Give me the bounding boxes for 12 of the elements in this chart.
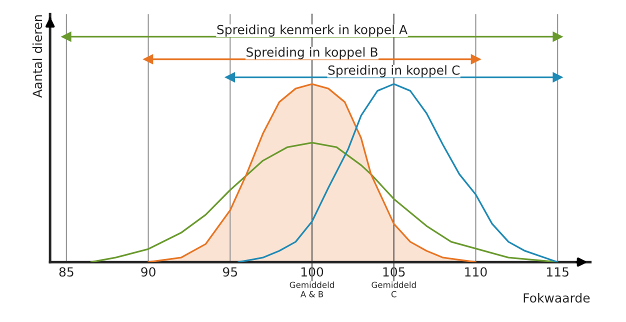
x-tick-label: 85 bbox=[59, 267, 74, 277]
ref-line-label: Gemiddeld A & B bbox=[290, 282, 334, 298]
series-label: Spreiding in koppel C bbox=[328, 65, 460, 78]
x-tick-label: 115 bbox=[547, 267, 568, 277]
x-axis-title: Fokwaarde bbox=[524, 292, 590, 303]
ref-line-label: Gemiddeld C bbox=[372, 282, 416, 298]
series-label: Spreiding in koppel B bbox=[246, 47, 378, 60]
x-tick-label: 95 bbox=[222, 267, 238, 277]
y-axis-title: Aantal dieren bbox=[32, 15, 42, 98]
series-label: Spreiding kenmerk in koppel A bbox=[217, 24, 408, 37]
x-tick-label: 110 bbox=[465, 267, 487, 277]
x-tick-label: 90 bbox=[141, 267, 156, 277]
